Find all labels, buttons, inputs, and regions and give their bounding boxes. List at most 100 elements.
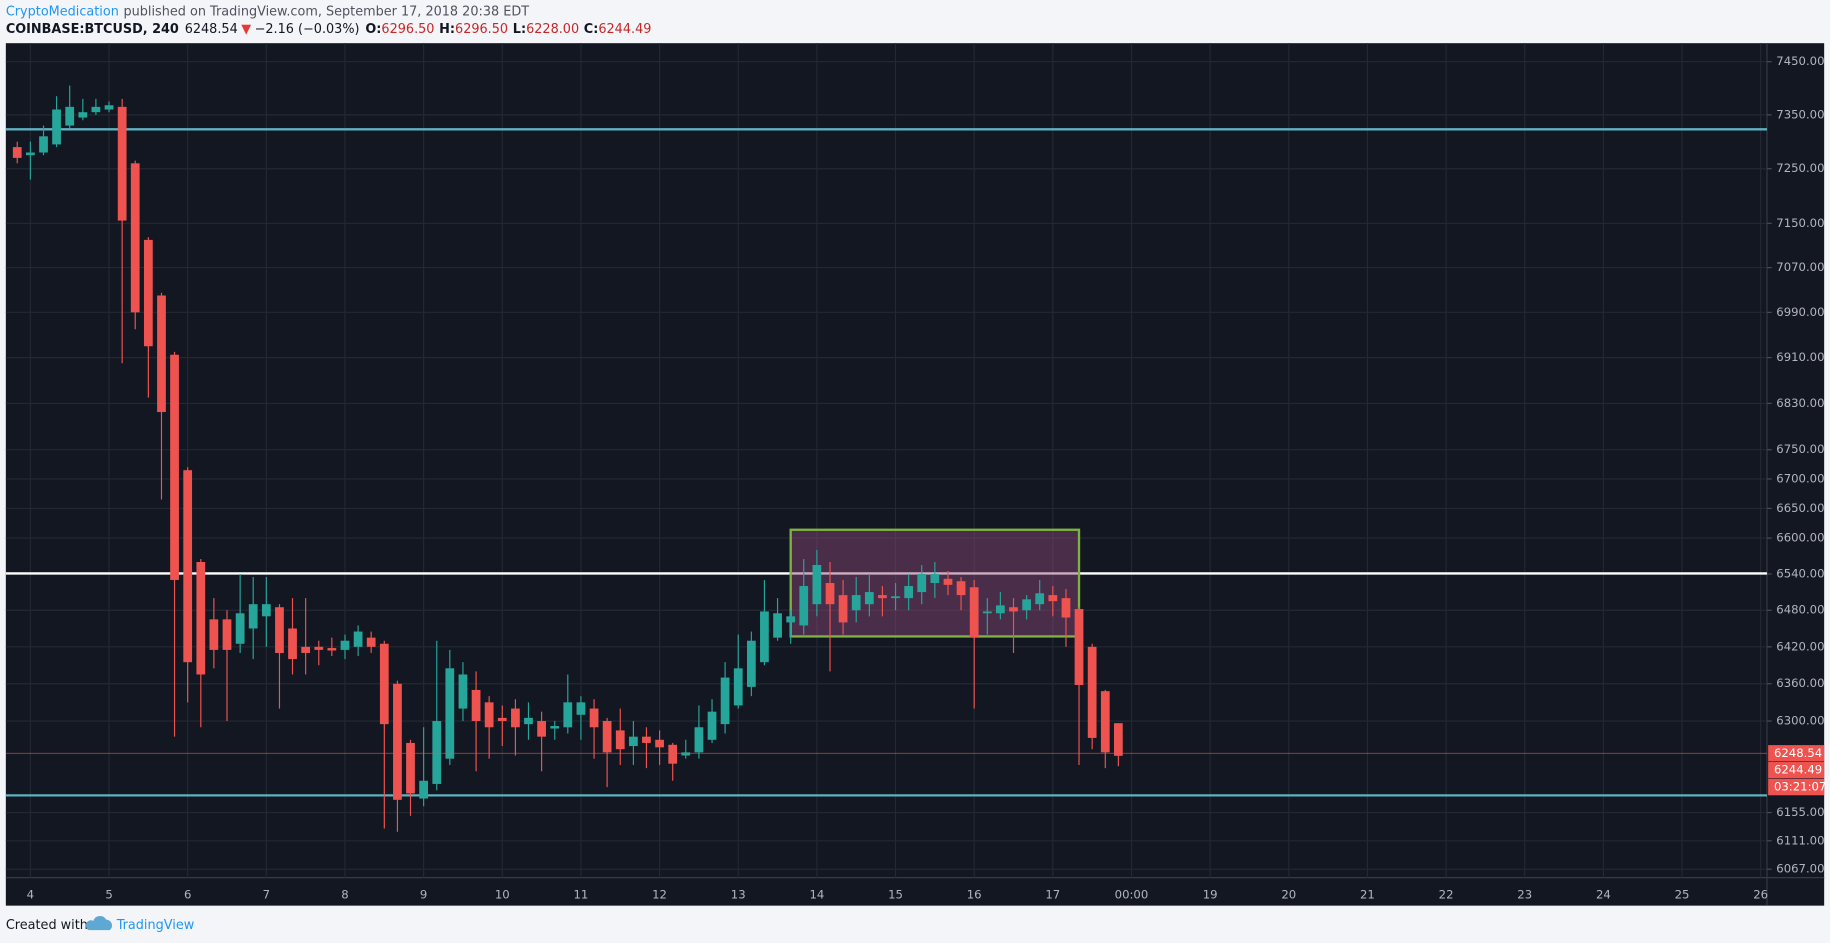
y-tick-label: 6420.00 (1776, 639, 1824, 653)
candle-body (288, 628, 297, 660)
brand-logo[interactable] (85, 915, 113, 931)
x-tick-label: 7 (263, 888, 270, 902)
symbol-line: COINBASE:BTCUSD, 240 6248.54 ▼ −2.16 (−0.03… (6, 22, 652, 37)
x-tick-label: 22 (1439, 888, 1454, 902)
candle-body (196, 561, 206, 675)
candle-body (130, 163, 140, 313)
candle-body (1022, 599, 1032, 611)
y-tick-label: 6155.00 (1776, 805, 1824, 819)
footer-created: Created with (6, 918, 88, 933)
x-tick-label: 24 (1596, 888, 1611, 902)
low-value: 6228.00 (526, 22, 579, 37)
countdown-bg (1768, 778, 1825, 796)
symbol: COINBASE:BTCUSD, 240 (6, 22, 179, 37)
candle-body (969, 587, 979, 638)
candle-body (393, 683, 402, 800)
candle-body (183, 470, 193, 663)
footer-brand[interactable]: TradingView (116, 918, 195, 933)
candle-body (353, 631, 363, 647)
candle-body (327, 648, 337, 651)
candle-body (497, 717, 507, 722)
y-tick-label: 7350.00 (1776, 107, 1824, 121)
candle-body (904, 586, 914, 599)
y-tick-label: 6111.00 (1776, 833, 1824, 847)
plot (5, 85, 1767, 832)
x-tick-label: 6 (184, 888, 191, 902)
x-tick-label: 16 (967, 888, 982, 902)
candle-body (248, 604, 258, 629)
y-tick-label: 6600.00 (1776, 531, 1824, 545)
candle-body (956, 581, 966, 596)
candle-body (471, 689, 481, 722)
candle-body (1100, 691, 1110, 753)
x-tick-label: 19 (1203, 888, 1218, 902)
price-tag-bg (1768, 745, 1825, 762)
low-label: L: (513, 22, 526, 37)
y-tick-label: 7070.00 (1776, 260, 1824, 274)
y-tick-label: 6480.00 (1776, 603, 1824, 617)
x-tick-label: 11 (574, 888, 589, 902)
candle-body (445, 668, 455, 759)
candle-body (851, 595, 861, 611)
candle-body (301, 646, 311, 653)
candle-body (261, 604, 271, 617)
x-tick-label: 5 (105, 888, 112, 902)
candle-body (314, 646, 324, 650)
x-tick-label: 26 (1753, 888, 1768, 902)
candle-body (275, 607, 284, 653)
candle-body (615, 730, 625, 750)
close-label: C: (584, 22, 599, 37)
y-tick-label: 7450.00 (1776, 54, 1824, 68)
candle-body (1087, 646, 1097, 738)
candle-body (825, 583, 835, 605)
candle-body (157, 295, 166, 413)
candle-body (707, 711, 717, 740)
candle-body (668, 744, 678, 764)
chart-pane (5, 43, 1825, 906)
candle-body (1035, 593, 1045, 605)
candle-body (799, 586, 809, 626)
candle-body (589, 708, 599, 728)
y-tick-label: 7150.00 (1776, 216, 1824, 230)
high-label: H: (439, 22, 455, 37)
candle-body (746, 640, 756, 687)
last-price: 6248.54 (185, 22, 238, 37)
y-tick-label: 6990.00 (1776, 305, 1824, 319)
candle-body (864, 592, 874, 605)
y-tick-label: 6830.00 (1776, 396, 1824, 410)
author[interactable]: CryptoMedication (6, 4, 119, 19)
published-line: CryptoMedication published on TradingView… (6, 4, 529, 19)
candle-body (1009, 607, 1018, 612)
high-value: 6296.50 (455, 22, 508, 37)
candle-body (550, 726, 560, 729)
change: −2.16 (−0.03%) (255, 22, 360, 37)
candle-body (117, 106, 127, 221)
y-tick-label: 6067.00 (1776, 862, 1824, 876)
candle-body (891, 596, 900, 599)
price-tag-bg (1768, 762, 1825, 779)
candle-body (930, 574, 940, 584)
candle-body (812, 564, 822, 605)
candle-body (379, 643, 389, 725)
candle-body (1048, 595, 1058, 602)
candle-body (12, 147, 22, 158)
candle-body (484, 702, 494, 728)
candle-body (1113, 723, 1123, 756)
x-tick-label: 13 (731, 888, 746, 902)
x-tick-label: 9 (420, 888, 427, 902)
candle-body (511, 708, 520, 728)
candle-body (576, 702, 586, 715)
y-tick-label: 6360.00 (1776, 676, 1824, 690)
x-tick-label: 10 (495, 888, 510, 902)
candle-body (720, 677, 730, 725)
candle-body (25, 152, 35, 156)
countdown: 03:21:07 (1774, 780, 1826, 794)
price-tag: 6248.54 (1774, 746, 1822, 760)
candle-body (602, 721, 612, 753)
y-tick-label: 6750.00 (1776, 442, 1824, 456)
candle-body (52, 109, 61, 145)
candle-body (65, 106, 75, 126)
candle-body (760, 611, 769, 663)
y-tick-label: 6300.00 (1776, 714, 1824, 728)
candle-body (91, 106, 101, 113)
